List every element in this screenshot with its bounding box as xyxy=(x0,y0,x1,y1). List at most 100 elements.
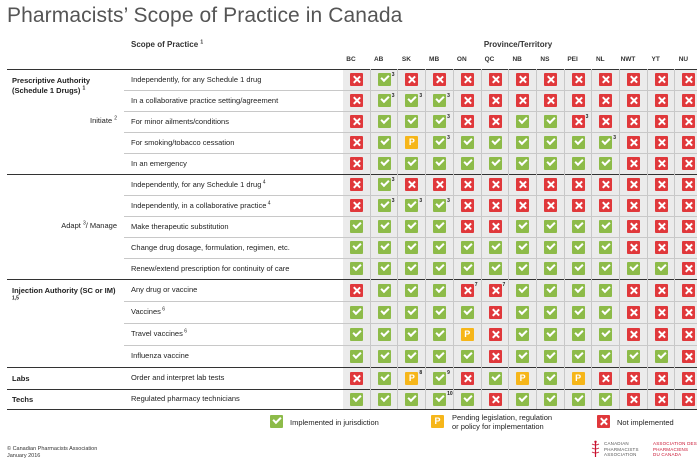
row-label-text: Renew/extend prescription for continuity… xyxy=(131,263,290,273)
status-cell-implemented xyxy=(543,241,557,254)
status-cell-implemented xyxy=(654,349,668,363)
status-cell-implemented xyxy=(405,392,419,406)
status-cell-not-implemented xyxy=(350,283,363,297)
status-cell-implemented xyxy=(350,241,363,254)
logo-en-line3: ASSOCIATION xyxy=(604,452,637,457)
status-cell-not-implemented xyxy=(488,199,502,212)
status-cell-not-implemented xyxy=(682,178,696,191)
status-cell-not-implemented xyxy=(654,327,668,341)
row-label: Regulated pharmacy technicians xyxy=(131,394,240,403)
x-icon xyxy=(597,415,610,428)
row-label-text: Order and interpret lab tests xyxy=(131,373,225,382)
cell-footnote: 3 xyxy=(585,113,589,120)
cell-footnote: 9 xyxy=(447,370,450,376)
subgroup-initiate-footnote: 2 xyxy=(114,115,117,122)
cell-footnote: 3 xyxy=(391,71,395,78)
row-label-text: Vaccines xyxy=(131,307,161,316)
row-rule xyxy=(124,237,697,238)
status-cell-implemented xyxy=(433,94,447,107)
group-rule xyxy=(7,174,697,175)
legend-pending-line2: or policy for implementation xyxy=(452,422,544,431)
status-cell-implemented xyxy=(377,305,391,319)
status-cell-implemented xyxy=(543,262,557,275)
status-cell-not-implemented xyxy=(627,136,640,149)
status-cell-implemented xyxy=(350,327,363,341)
status-cell-not-implemented xyxy=(682,73,696,86)
row-label-text: Change drug dosage, formulation, regimen… xyxy=(131,242,290,252)
status-cell-pending: P xyxy=(405,371,419,385)
group-labs-label: Labs xyxy=(12,374,30,383)
status-cell-implemented xyxy=(599,392,613,406)
row-label-text: Any drug or vaccine xyxy=(131,285,198,294)
status-cell-not-implemented xyxy=(627,283,640,297)
status-cell-implemented xyxy=(433,157,447,170)
status-cell-not-implemented xyxy=(682,94,696,107)
status-cell-not-implemented xyxy=(488,327,502,341)
status-cell-implemented xyxy=(433,371,447,385)
row-label-text: Regulated pharmacy technicians xyxy=(131,394,240,403)
status-cell-implemented xyxy=(488,371,502,385)
legend-implemented: Implemented in jurisdiction xyxy=(270,414,420,434)
status-cell-implemented xyxy=(405,283,419,297)
status-cell-not-implemented xyxy=(627,392,640,406)
status-cell-implemented xyxy=(516,305,530,319)
status-cell-implemented xyxy=(599,349,613,363)
group-injection-authority-label: Injection Authority (SC or IM) xyxy=(12,286,116,295)
row-label: Order and interpret lab tests xyxy=(131,373,224,382)
status-cell-not-implemented xyxy=(405,178,419,191)
pending-icon: P xyxy=(431,415,444,428)
status-cell-not-implemented xyxy=(543,94,557,107)
legend-pending-line1: Pending legislation, regulation xyxy=(452,413,553,422)
status-cell-implemented xyxy=(433,262,447,275)
status-cell-not-implemented xyxy=(516,178,530,191)
row-rule xyxy=(124,216,697,217)
status-cell-implemented xyxy=(377,199,391,212)
status-cell-implemented xyxy=(433,349,447,363)
status-cell-implemented xyxy=(433,115,447,128)
subgroup-initiate-label: Initiate xyxy=(90,116,113,125)
column-rule xyxy=(452,69,454,409)
status-cell-implemented xyxy=(516,327,530,341)
page-title: Pharmacists’ Scope of Practice in Canada xyxy=(7,4,403,27)
column-rule xyxy=(425,69,427,409)
status-cell-not-implemented xyxy=(654,73,668,86)
province-code-qc: QC xyxy=(484,56,495,63)
status-cell-implemented xyxy=(543,157,557,170)
status-cell-implemented xyxy=(377,94,391,107)
row-rule xyxy=(124,258,697,259)
cell-footnote: 7 xyxy=(474,282,478,288)
status-cell-not-implemented xyxy=(682,136,696,149)
status-cell-not-implemented xyxy=(627,371,640,385)
status-cell-not-implemented xyxy=(488,73,502,86)
province-code-nb: NB xyxy=(512,56,522,63)
cell-footnote: 8 xyxy=(419,370,423,376)
status-cell-implemented xyxy=(433,283,447,297)
status-cell-not-implemented xyxy=(654,392,668,406)
status-cell-implemented xyxy=(433,305,447,319)
status-cell-not-implemented xyxy=(350,157,363,170)
row-label: For minor ailments/conditions xyxy=(131,117,229,126)
column-rule xyxy=(369,69,371,409)
row-label-footnote: 4 xyxy=(261,179,266,185)
status-cell-implemented xyxy=(543,327,557,341)
row-label: Change drug dosage, formulation, regimen… xyxy=(131,243,290,252)
cell-footnote: 7 xyxy=(502,282,506,288)
status-cell-not-implemented xyxy=(488,178,502,191)
status-cell-not-implemented xyxy=(682,199,696,212)
status-cell-implemented xyxy=(488,136,502,149)
cell-footnote: 3 xyxy=(419,92,423,99)
copyright: © Canadian Pharmacists Association xyxy=(7,446,98,452)
status-cell-not-implemented xyxy=(571,94,585,107)
column-rule xyxy=(480,69,482,409)
status-cell-implemented xyxy=(654,262,668,275)
status-cell-implemented xyxy=(571,241,585,254)
status-cell-not-implemented xyxy=(654,220,668,233)
province-code-mb: MB xyxy=(429,56,440,63)
status-cell-implemented xyxy=(543,283,557,297)
group-prescriptive-authority-footnote: 1 xyxy=(82,85,86,91)
province-codes: BC AB SK MB ON QC NB NS PEI NL NWT YT NU xyxy=(336,56,700,68)
status-cell-implemented xyxy=(377,220,391,233)
status-cell-implemented xyxy=(377,73,391,86)
province-code-yt: YT xyxy=(651,56,660,63)
column-rule xyxy=(397,69,399,409)
